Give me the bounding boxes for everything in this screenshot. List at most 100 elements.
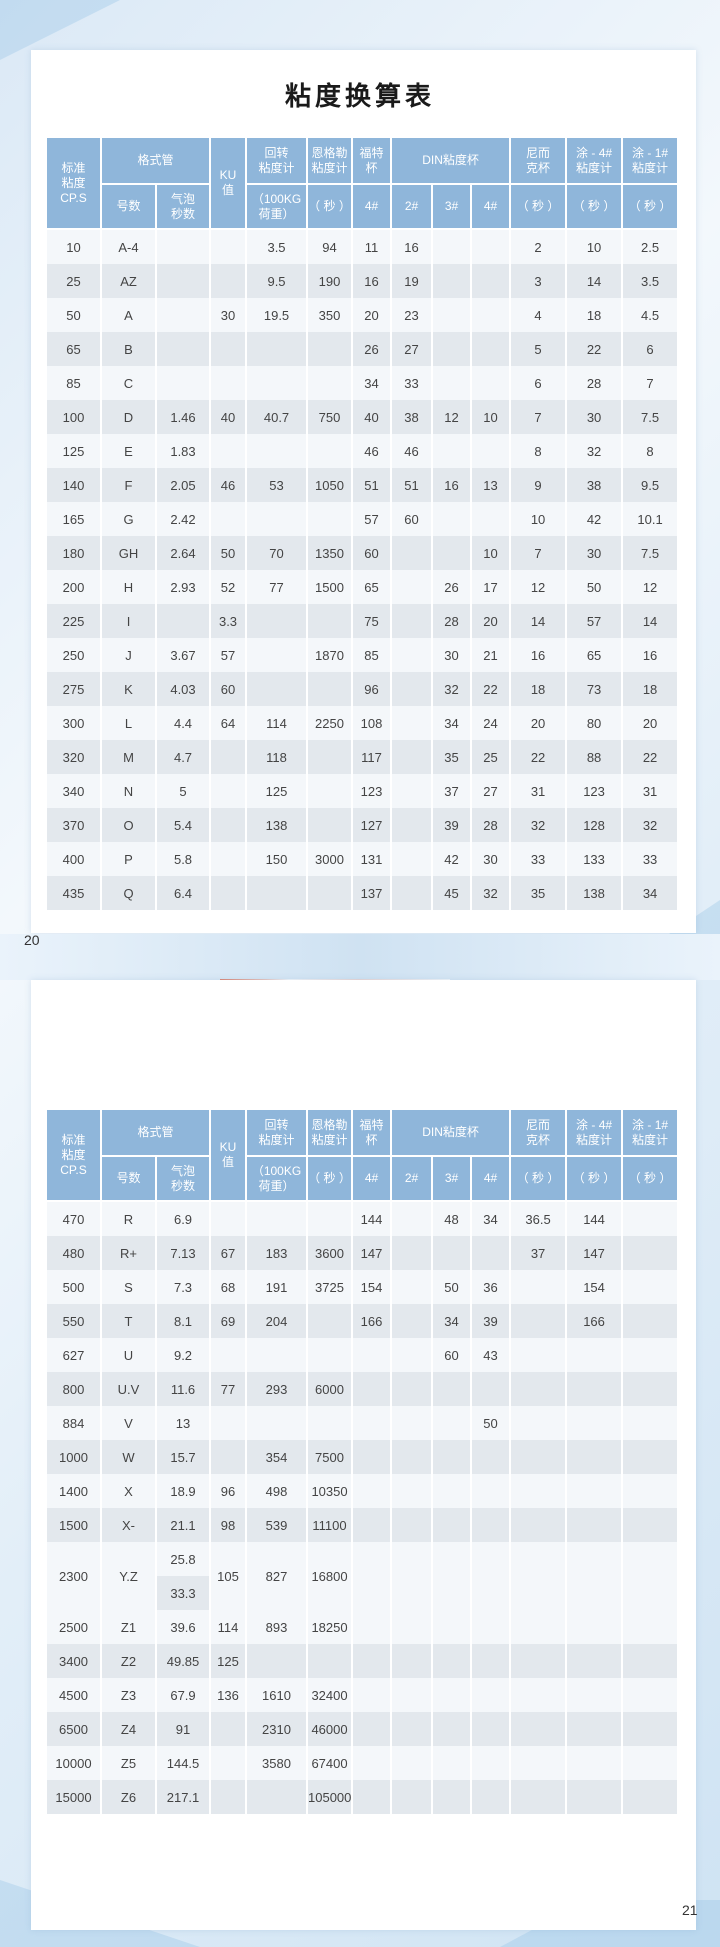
- table-cell: [209, 1201, 248, 1236]
- header-tu4: 涂 - 4# 粘度计: [565, 136, 624, 185]
- table-cell: 60: [209, 672, 248, 706]
- table-cell: T: [100, 1304, 157, 1338]
- table-cell: 3.67: [154, 638, 212, 672]
- table-cell: 827: [245, 1542, 309, 1610]
- table-cell: 108: [351, 706, 393, 740]
- table-cell: [209, 434, 248, 468]
- table-cell: [245, 1780, 309, 1814]
- table-cell: 20: [351, 298, 393, 332]
- table-cell: 105: [209, 1542, 248, 1610]
- table-cell: 5.4: [154, 808, 212, 842]
- table-cell: 60: [390, 502, 434, 536]
- table-cell: [390, 1338, 434, 1372]
- table-row: 435 Q 6.4 137 45 32 35 138 34: [45, 876, 680, 910]
- table-cell: [431, 1746, 473, 1780]
- table-cell: [390, 876, 434, 910]
- header-zahn: 尼而 克杯: [509, 1108, 568, 1157]
- table-cell: 10: [565, 229, 624, 264]
- table-cell: 10: [470, 400, 512, 434]
- table-cell: 3400: [45, 1644, 102, 1678]
- table-cell: 2500: [45, 1610, 102, 1644]
- table-cell: 18250: [306, 1610, 354, 1644]
- table-cell: [565, 1644, 624, 1678]
- table-cell: 16: [351, 264, 393, 298]
- table-cell: 10.1: [621, 502, 680, 536]
- table-cell: 5: [154, 774, 212, 808]
- table-cell: Z1: [100, 1610, 157, 1644]
- table-cell: 57: [351, 502, 393, 536]
- table-cell: [351, 1338, 393, 1372]
- table-cell: 16: [621, 638, 680, 672]
- header-tu4-unit: （ 秒 ）: [565, 183, 624, 230]
- table-cell: 30: [565, 536, 624, 570]
- table-cell: [509, 1644, 568, 1678]
- header-engler: 恩格勒 粘度计: [306, 1108, 354, 1157]
- table-cell: 4.7: [154, 740, 212, 774]
- table-cell: [390, 536, 434, 570]
- table-cell: H: [100, 570, 157, 604]
- table-cell: [431, 1712, 473, 1746]
- table-cell: 250: [45, 638, 102, 672]
- table-cell: 800: [45, 1372, 102, 1406]
- table-cell: [565, 1440, 624, 1474]
- table-cell: 51: [390, 468, 434, 502]
- table-cell: P: [100, 842, 157, 876]
- header-zahn-unit: （ 秒 ）: [509, 183, 568, 230]
- table-cell: [351, 1440, 393, 1474]
- table-cell: 4.03: [154, 672, 212, 706]
- table-cell: 34: [431, 1304, 473, 1338]
- table-cell: 85: [351, 638, 393, 672]
- table-cell: 138: [565, 876, 624, 910]
- table-cell: 40: [209, 400, 248, 434]
- table-cell: [509, 1372, 568, 1406]
- table-cell: 480: [45, 1236, 102, 1270]
- table-cell: 34: [351, 366, 393, 400]
- table-cell: 25: [470, 740, 512, 774]
- table-cell: 125: [45, 434, 102, 468]
- table-cell: 1050: [306, 468, 354, 502]
- table-cell: 28: [470, 808, 512, 842]
- table-cell: [351, 1712, 393, 1746]
- table-cell: 34: [470, 1201, 512, 1236]
- table-cell: Z2: [100, 1644, 157, 1678]
- table-cell: 35: [431, 740, 473, 774]
- header-number: 号数: [100, 183, 157, 230]
- table-cell: [390, 1780, 434, 1814]
- header-tu1-unit: （ 秒 ）: [621, 183, 680, 230]
- table-cell: 128: [565, 808, 624, 842]
- table-cell: 45: [431, 876, 473, 910]
- table-row: 10000 Z5 144.5 3580 67400: [45, 1746, 680, 1780]
- table-cell: [209, 774, 248, 808]
- table-cell: 37: [509, 1236, 568, 1270]
- header-ford-cup: 福特 杯: [351, 1108, 393, 1157]
- table-cell: 137: [351, 876, 393, 910]
- table-cell: 550: [45, 1304, 102, 1338]
- table-cell: 34: [621, 876, 680, 910]
- table-cell: [565, 1712, 624, 1746]
- table-cell: 12: [509, 570, 568, 604]
- table-cell: 33: [390, 366, 434, 400]
- table-cell: 370: [45, 808, 102, 842]
- table-row: 320 M 4.7 118 117 35 25 22 88 22: [45, 740, 680, 774]
- table-cell: 40: [351, 400, 393, 434]
- table-cell: 9.5: [621, 468, 680, 502]
- table-cell: [470, 1508, 512, 1542]
- table-cell: 1500: [306, 570, 354, 604]
- table-cell: [621, 1610, 680, 1644]
- table-cell: 48: [431, 1201, 473, 1236]
- table-cell: [431, 1406, 473, 1440]
- table-cell: 118: [245, 740, 309, 774]
- table-cell: 200: [45, 570, 102, 604]
- table-cell: 123: [565, 774, 624, 808]
- table-cell: 5: [509, 332, 568, 366]
- table-cell: 19.5: [245, 298, 309, 332]
- table-cell: 11.6: [154, 1372, 212, 1406]
- table-cell: [351, 1542, 393, 1610]
- header-number: 号数: [100, 1155, 157, 1202]
- table-cell: [390, 1236, 434, 1270]
- table-cell: [306, 332, 354, 366]
- table-cell: 19: [390, 264, 434, 298]
- table-cell: 3.3: [209, 604, 248, 638]
- table-cell: 125: [209, 1644, 248, 1678]
- table-cell: 22: [470, 672, 512, 706]
